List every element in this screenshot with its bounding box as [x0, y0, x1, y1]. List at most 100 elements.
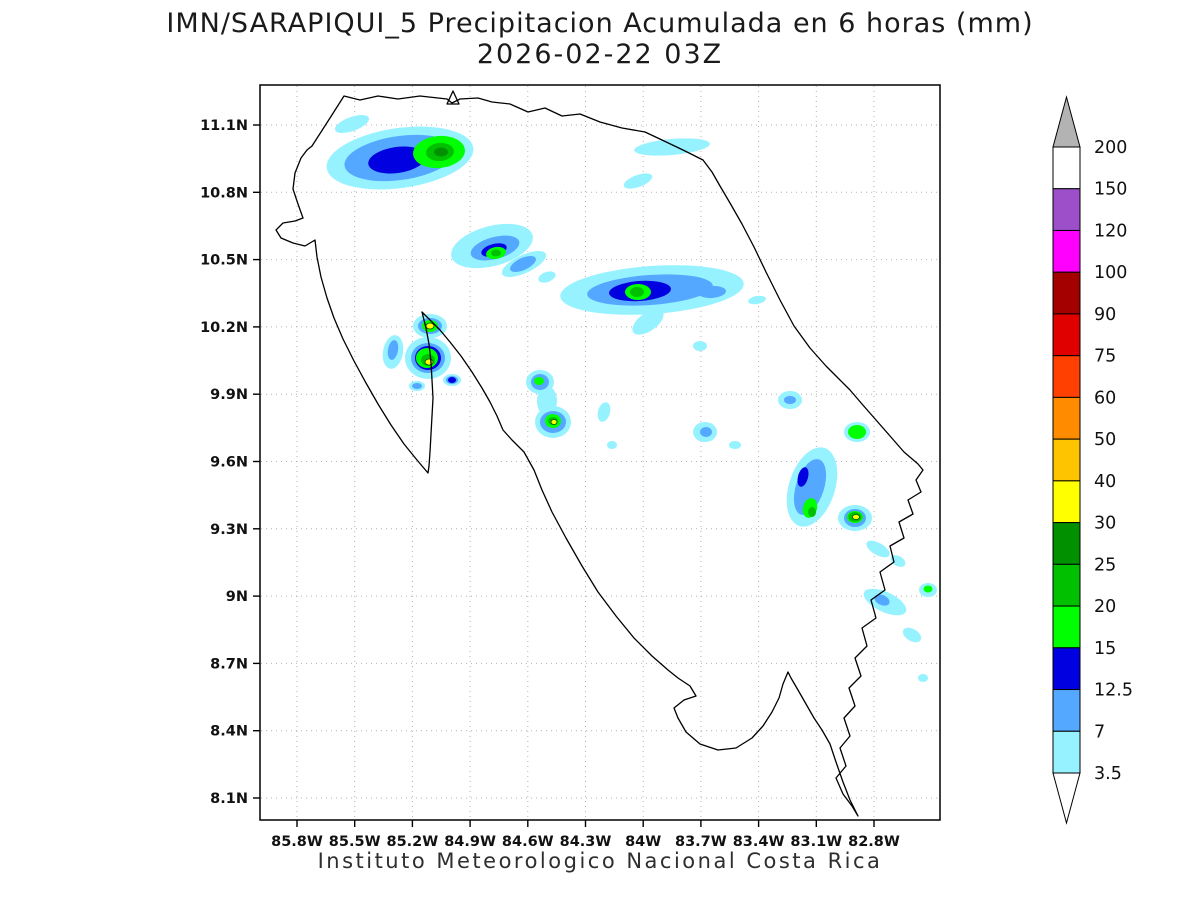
colorbar-label: 12.5: [1094, 681, 1133, 701]
x-tick-label: 83.4W: [733, 834, 785, 850]
precip-cell: [848, 425, 866, 439]
island-marker: [446, 90, 460, 105]
colorbar-segment: [1052, 438, 1081, 482]
precip-cell: [784, 396, 796, 404]
colorbar-segment: [1052, 313, 1081, 357]
precip-cell: [597, 402, 611, 422]
precip-cell: [797, 467, 809, 487]
precip-cell: [866, 540, 890, 558]
coastline-layer: [275, 90, 924, 817]
precip-cell: [874, 594, 890, 606]
precip-cell: [368, 146, 426, 174]
precip-cell: [748, 295, 766, 305]
precip-cell: [424, 358, 434, 366]
y-tick-label: 9.6N: [210, 455, 248, 471]
colorbar-segment: [1052, 229, 1081, 273]
precipitation-shading-layer: [326, 114, 937, 682]
precip-cell: [607, 441, 617, 449]
colorbar-label: 75: [1094, 347, 1116, 367]
colorbar-segment: [1052, 605, 1081, 649]
colorbar-label: 15: [1094, 639, 1116, 659]
x-tick-label: 83.1W: [790, 834, 842, 850]
chart-subtitle-datetime: 2026-02-22 03Z: [476, 39, 724, 70]
precip-cell: [510, 255, 536, 273]
precip-cell: [729, 441, 741, 449]
precip-cell: [902, 627, 922, 643]
grid-layer: [261, 86, 939, 819]
chart-title: IMN/SARAPIQUI_5 Precipitacion Acumulada …: [166, 8, 1034, 39]
precip-cell: [412, 383, 422, 389]
y-tick-label: 10.2N: [200, 320, 248, 336]
colorbar-arrow-top: [1052, 95, 1081, 148]
colorbar-label: 20: [1094, 597, 1116, 617]
precip-cell: [890, 555, 906, 567]
colorbar-label: 7: [1094, 722, 1105, 742]
colorbar-label: 90: [1094, 305, 1116, 325]
colorbar-segment: [1052, 480, 1081, 524]
y-tick-label: 8.4N: [210, 724, 248, 740]
source-caption: Instituto Meteorologico Nacional Costa R…: [317, 849, 883, 873]
y-tick-label: 9N: [226, 589, 248, 605]
precip-cell: [491, 249, 501, 257]
colorbar-segment: [1052, 188, 1081, 231]
colorbar-label: 3.5: [1094, 764, 1122, 784]
plot-border: [259, 84, 941, 821]
colorbar-segment: [1052, 689, 1081, 732]
colorbar-label: 30: [1094, 514, 1116, 534]
costa-rica-coastline: [275, 95, 924, 817]
x-tick-label: 83.7W: [675, 834, 727, 850]
precip-cell: [334, 114, 370, 134]
precip-cell: [634, 138, 710, 156]
precip-cell: [550, 419, 558, 425]
colorbar-segment: [1052, 563, 1081, 607]
y-tick-label: 8.1N: [210, 791, 248, 807]
precip-cell: [630, 287, 644, 297]
x-tick-label: 82.8W: [848, 834, 900, 850]
precip-cell: [923, 585, 933, 593]
colorbar-segment: [1052, 355, 1081, 398]
x-tick-label: 84.3W: [560, 834, 612, 850]
precip-cell: [387, 340, 399, 360]
x-tick-label: 84.6W: [502, 834, 554, 850]
y-tick-label: 11.1N: [200, 118, 248, 134]
x-tick-label: 85.2W: [387, 834, 439, 850]
axis-ticks-layer: 85.8W 85.5W 85.2W 84.9W 84.6W 84.3W 84W 83.7W 83…: [200, 118, 900, 850]
precip-cell: [700, 427, 712, 437]
precip-cell: [808, 507, 816, 517]
y-tick-label: 10.8N: [200, 185, 248, 201]
colorbar-label: 120: [1094, 221, 1127, 241]
precip-cell: [534, 377, 544, 385]
colorbar-segment: [1052, 647, 1081, 691]
colorbar-label: 200: [1094, 138, 1127, 158]
precip-cell: [852, 514, 860, 520]
colorbar-label: 150: [1094, 180, 1127, 200]
colorbar-label: 50: [1094, 430, 1116, 450]
colorbar-segment: [1052, 146, 1081, 190]
precip-cell: [918, 674, 928, 682]
precip-cell: [623, 173, 653, 189]
colorbar-label: 40: [1094, 472, 1116, 492]
y-tick-label: 9.9N: [210, 387, 248, 403]
colorbar-label: 100: [1094, 263, 1127, 283]
colorbar-segment: [1052, 730, 1081, 774]
colorbar-segment: [1052, 396, 1081, 440]
x-tick-label: 84W: [625, 834, 661, 850]
colorbar-label: 60: [1094, 388, 1116, 408]
precip-cell: [448, 377, 456, 383]
precip-cell: [425, 322, 435, 330]
precip-cell: [698, 285, 726, 299]
y-tick-label: 9.3N: [210, 522, 248, 538]
y-tick-label: 10.5N: [200, 253, 248, 269]
colorbar-label: 25: [1094, 555, 1116, 575]
colorbar-segment: [1052, 271, 1081, 315]
precip-cell: [434, 147, 448, 157]
x-tick-label: 84.9W: [444, 834, 496, 850]
precip-cell: [632, 309, 664, 335]
x-tick-label: 85.8W: [271, 834, 323, 850]
x-tick-label: 85.5W: [329, 834, 381, 850]
y-tick-label: 8.7N: [210, 656, 248, 672]
colorbar-segment: [1052, 522, 1081, 565]
precip-cell: [693, 341, 707, 351]
colorbar: 200 150 120 100 90 75 60 50 40 30 25 20 15 12.5 7 3.5: [1052, 95, 1133, 825]
